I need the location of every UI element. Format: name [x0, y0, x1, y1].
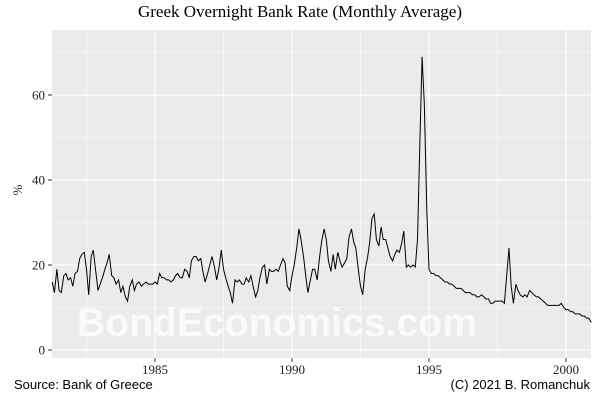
rate-line — [51, 56, 592, 323]
y-axis: 0 20 40 60 — [32, 88, 52, 358]
chart-title: Greek Overnight Bank Rate (Monthly Avera… — [137, 2, 462, 21]
minor-gridlines — [52, 30, 591, 358]
x-tick-label: 1985 — [142, 362, 168, 377]
copyright-caption: (C) 2021 B. Romanchuk — [450, 377, 590, 392]
x-tick-label: 1990 — [279, 362, 305, 377]
y-tick-label: 0 — [39, 343, 46, 358]
y-tick-label: 40 — [32, 173, 45, 188]
y-tick-label: 20 — [32, 258, 45, 273]
major-gridlines — [52, 30, 591, 358]
plot-panel — [52, 30, 591, 358]
x-tick-label: 2000 — [553, 362, 579, 377]
y-axis-label: % — [10, 184, 25, 195]
source-caption: Source: Bank of Greece — [14, 377, 153, 392]
x-tick-label: 1995 — [416, 362, 442, 377]
x-axis: 1985 1990 1995 2000 — [142, 358, 579, 377]
y-tick-label: 60 — [32, 88, 45, 103]
watermark: BondEconomics.com — [77, 301, 477, 345]
